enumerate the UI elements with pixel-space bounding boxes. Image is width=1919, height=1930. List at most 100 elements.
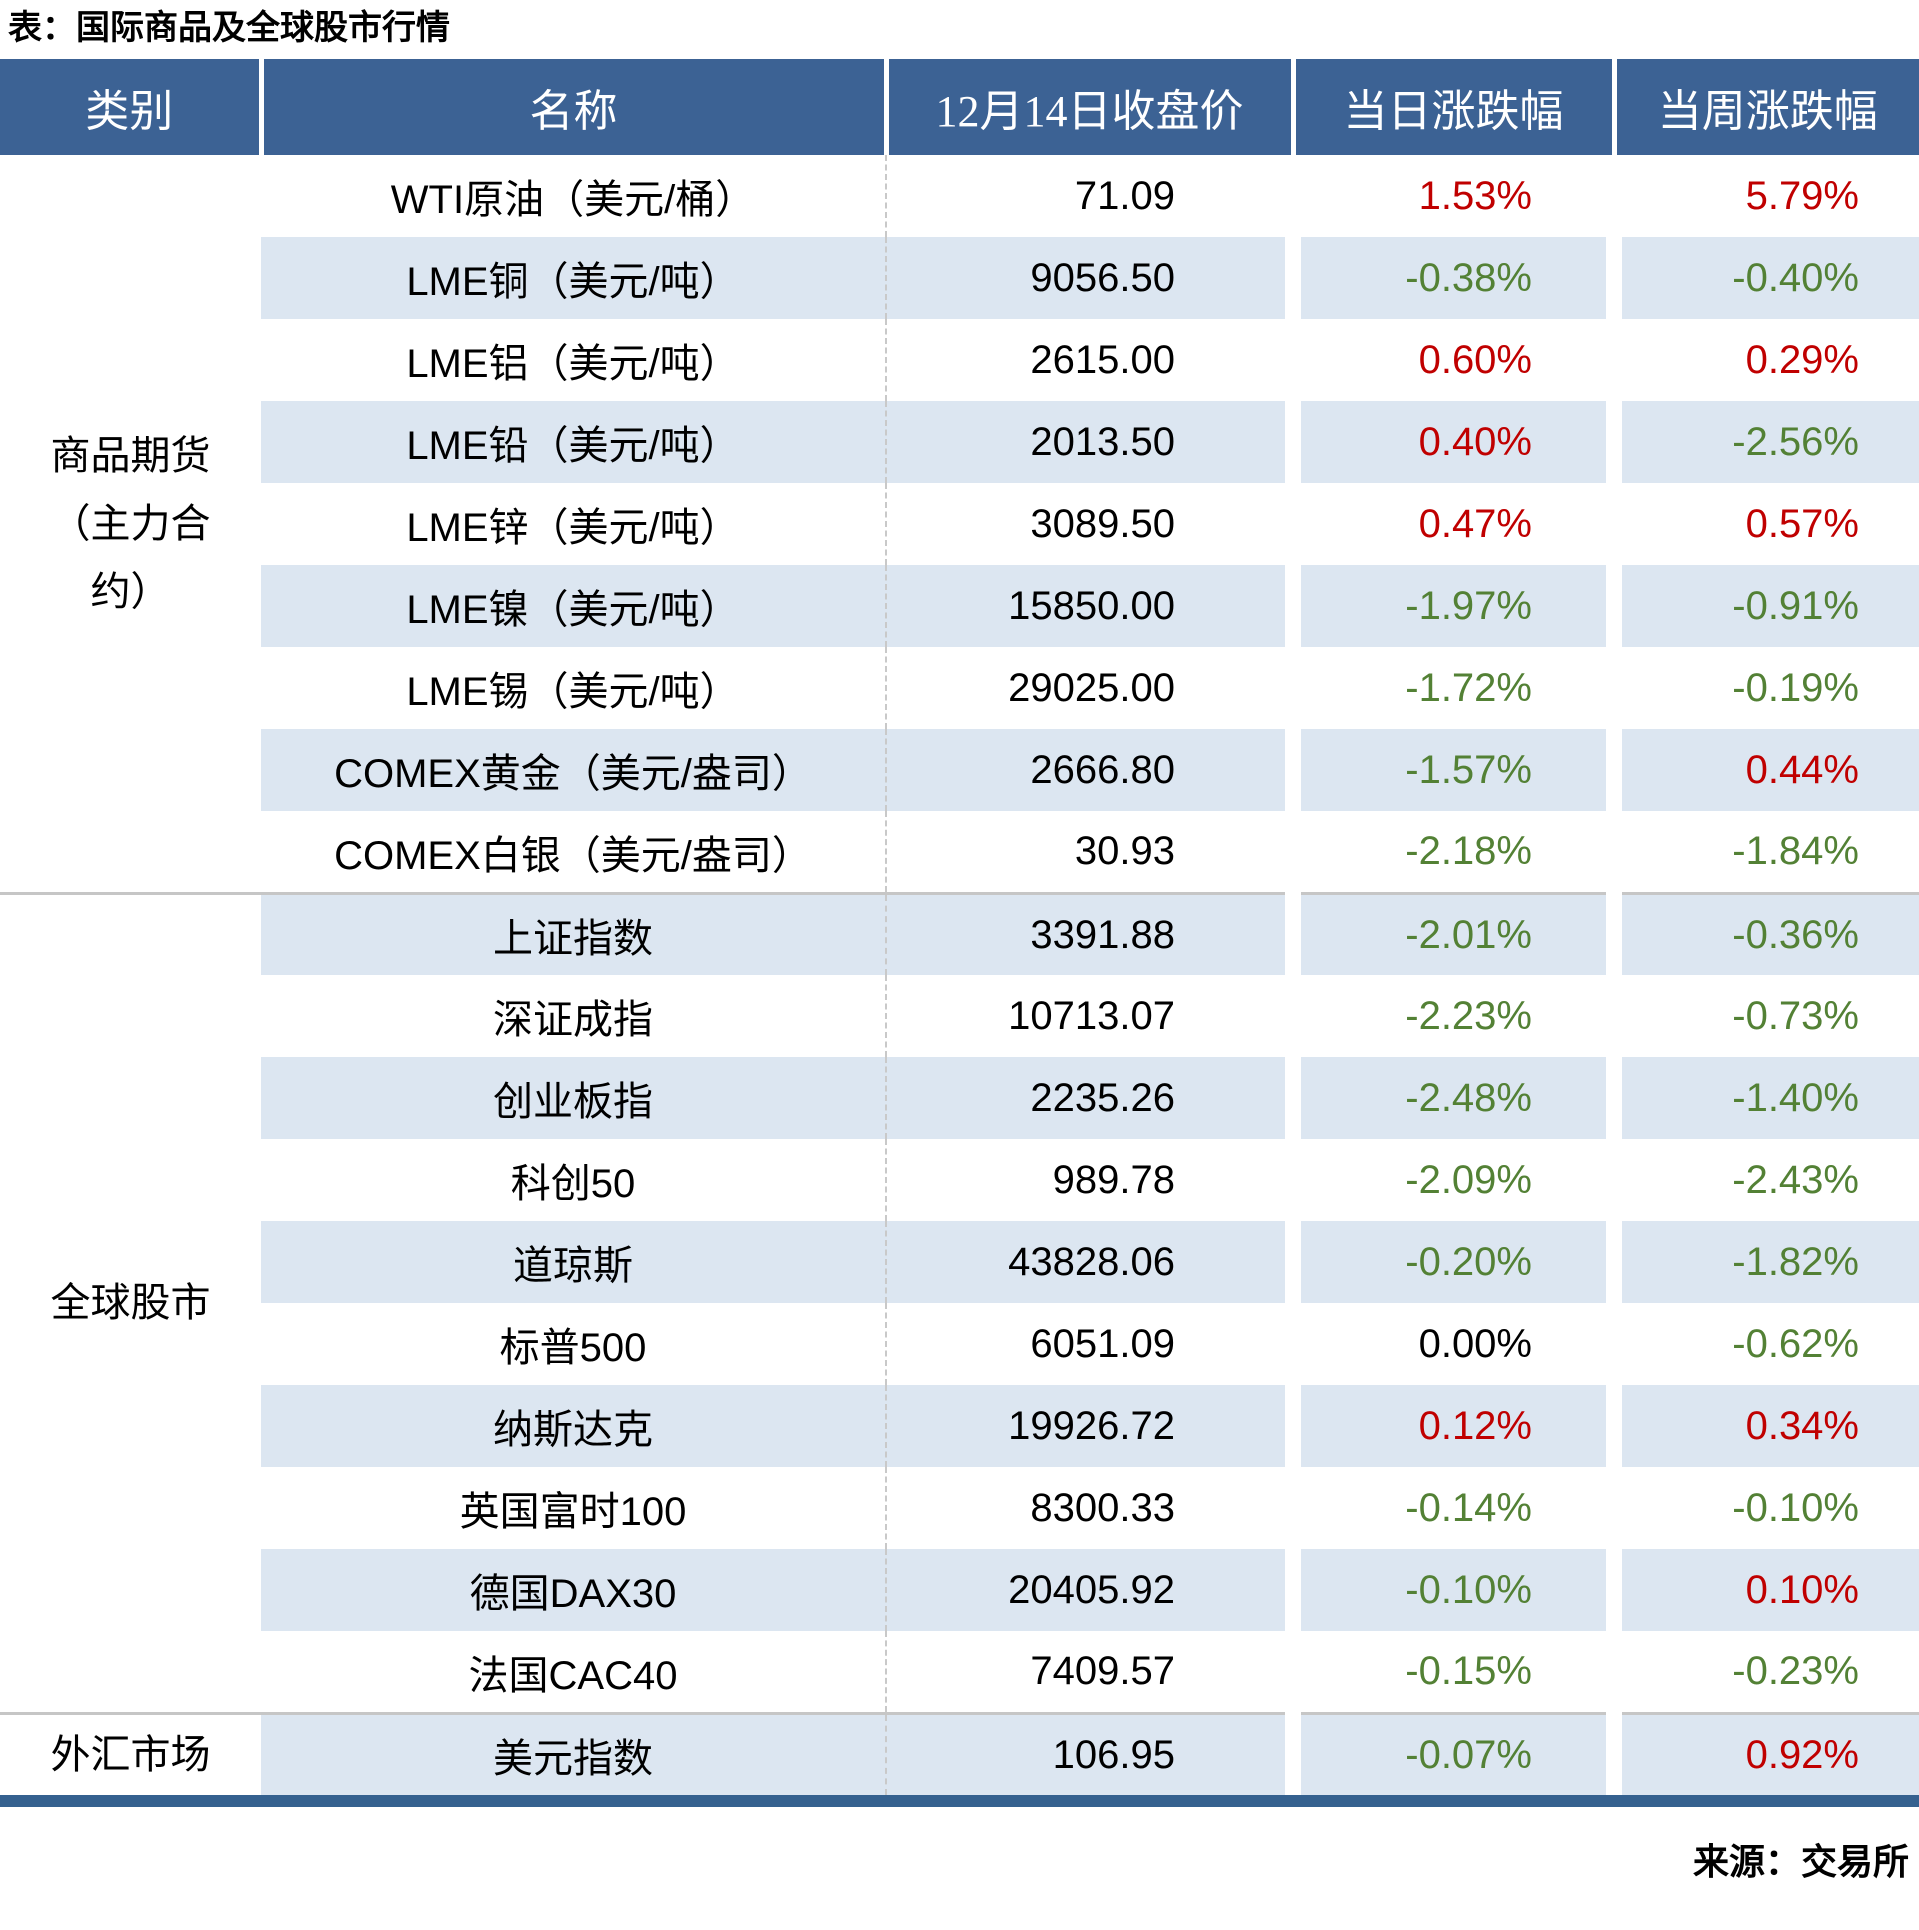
week-change-cell: 5.79%	[1606, 155, 1919, 238]
day-change-cell: 0.00%	[1285, 1303, 1614, 1386]
table-row: LME锡（美元/吨） 29025.00 -1.72% -0.19%	[0, 647, 1919, 730]
table-row: 道琼斯 43828.06 -0.20% -1.82%	[0, 1221, 1919, 1304]
day-change-cell: -0.15%	[1285, 1631, 1614, 1714]
name-cell: 道琼斯	[261, 1221, 886, 1304]
page-title: 表：国际商品及全球股市行情	[8, 9, 450, 47]
table-row: 标普500 6051.09 0.00% -0.62%	[0, 1303, 1919, 1386]
col-header-close: 12月14日收盘价	[883, 59, 1293, 156]
table-row: LME铅（美元/吨） 2013.50 0.40% -2.56%	[0, 401, 1919, 484]
day-change-cell: -0.38%	[1285, 237, 1614, 320]
week-change-cell: -0.73%	[1606, 975, 1919, 1058]
week-change-cell: -0.40%	[1606, 237, 1919, 320]
table-row: LME锌（美元/吨） 3089.50 0.47% 0.57%	[0, 483, 1919, 566]
name-cell: 纳斯达克	[261, 1385, 886, 1468]
week-change-cell: 0.44%	[1606, 729, 1919, 812]
name-cell: LME铅（美元/吨）	[261, 401, 886, 484]
day-change-cell: -2.23%	[1285, 975, 1614, 1058]
table-body: 商品期货（主力合约） WTI原油（美元/桶） 71.09 1.53% 5.79% LME铜…	[0, 155, 1919, 1796]
week-change-cell: -2.56%	[1606, 401, 1919, 484]
table-row: LME镍（美元/吨） 15850.00 -1.97% -0.91%	[0, 565, 1919, 648]
table-row: 外汇市场 美元指数 106.95 -0.07% 0.92%	[0, 1711, 1919, 1796]
day-change-cell: -0.10%	[1285, 1549, 1614, 1632]
day-change-cell: 1.53%	[1285, 155, 1614, 238]
name-cell: 深证成指	[261, 975, 886, 1058]
close-price-cell: 2666.80	[885, 729, 1293, 812]
day-change-cell: 0.60%	[1285, 319, 1614, 402]
table-row: 德国DAX30 20405.92 -0.10% 0.10%	[0, 1549, 1919, 1632]
week-change-cell: 0.92%	[1606, 1711, 1919, 1796]
week-change-cell: -0.62%	[1606, 1303, 1919, 1386]
day-change-cell: -1.57%	[1285, 729, 1614, 812]
table-row: LME铜（美元/吨） 9056.50 -0.38% -0.40%	[0, 237, 1919, 320]
col-header-category: 类别	[0, 59, 261, 156]
category-cell: 外汇市场	[0, 1711, 261, 1796]
day-change-cell: -2.48%	[1285, 1057, 1614, 1140]
week-change-cell: 0.29%	[1606, 319, 1919, 402]
week-change-cell: 0.57%	[1606, 483, 1919, 566]
name-cell: LME铜（美元/吨）	[261, 237, 886, 320]
name-cell: 上证指数	[261, 891, 886, 976]
quotes-table: 类别 名称 12月14日收盘价 当日涨跌幅 当周涨跌幅 商品期货（主力合约） WT…	[0, 59, 1919, 1796]
table-row: 深证成指 10713.07 -2.23% -0.73%	[0, 975, 1919, 1058]
name-cell: LME镍（美元/吨）	[261, 565, 886, 648]
day-change-cell: -2.01%	[1285, 891, 1614, 976]
close-price-cell: 10713.07	[885, 975, 1293, 1058]
name-cell: 标普500	[261, 1303, 886, 1386]
table-row: 全球股市 上证指数 3391.88 -2.01% -0.36%	[0, 891, 1919, 1714]
close-price-cell: 989.78	[885, 1139, 1293, 1222]
col-header-name: 名称	[258, 59, 886, 156]
table-row: COMEX白银（美元/盎司） 30.93 -2.18% -1.84%	[0, 811, 1919, 894]
day-change-cell: -0.14%	[1285, 1467, 1614, 1550]
table-row: 英国富时100 8300.33 -0.14% -0.10%	[0, 1467, 1919, 1550]
day-change-cell: -0.07%	[1285, 1711, 1614, 1796]
day-change-cell: -1.72%	[1285, 647, 1614, 730]
week-change-cell: -0.36%	[1606, 891, 1919, 976]
week-change-cell: -1.82%	[1606, 1221, 1919, 1304]
day-change-cell: -1.97%	[1285, 565, 1614, 648]
close-price-cell: 3089.50	[885, 483, 1293, 566]
week-change-cell: 0.10%	[1606, 1549, 1919, 1632]
table-row: LME铝（美元/吨） 2615.00 0.60% 0.29%	[0, 319, 1919, 402]
table-row: 纳斯达克 19926.72 0.12% 0.34%	[0, 1385, 1919, 1468]
name-cell: COMEX白银（美元/盎司）	[261, 811, 886, 894]
week-change-cell: -0.91%	[1606, 565, 1919, 648]
table-row: COMEX黄金（美元/盎司） 2666.80 -1.57% 0.44%	[0, 729, 1919, 812]
header-row: 类别 名称 12月14日收盘价 当日涨跌幅 当周涨跌幅	[0, 59, 1919, 156]
day-change-cell: -2.18%	[1285, 811, 1614, 894]
close-price-cell: 8300.33	[885, 1467, 1293, 1550]
name-cell: 德国DAX30	[261, 1549, 886, 1632]
table-row: 商品期货（主力合约） WTI原油（美元/桶） 71.09 1.53% 5.79%	[0, 155, 1919, 894]
table-row: 法国CAC40 7409.57 -0.15% -0.23%	[0, 1631, 1919, 1714]
week-change-cell: -0.23%	[1606, 1631, 1919, 1714]
name-cell: 英国富时100	[261, 1467, 886, 1550]
day-change-cell: 0.47%	[1285, 483, 1614, 566]
table-row: 科创50 989.78 -2.09% -2.43%	[0, 1139, 1919, 1222]
week-change-cell: -1.40%	[1606, 1057, 1919, 1140]
day-change-cell: -0.20%	[1285, 1221, 1614, 1304]
table-row: 创业板指 2235.26 -2.48% -1.40%	[0, 1057, 1919, 1140]
day-change-cell: 0.40%	[1285, 401, 1614, 484]
source-note: 来源：交易所	[1692, 1841, 1909, 1883]
week-change-cell: -0.10%	[1606, 1467, 1919, 1550]
close-price-cell: 9056.50	[885, 237, 1293, 320]
week-change-cell: -2.43%	[1606, 1139, 1919, 1222]
close-price-cell: 7409.57	[885, 1631, 1293, 1714]
name-cell: 科创50	[261, 1139, 886, 1222]
name-cell: LME锌（美元/吨）	[261, 483, 886, 566]
col-header-day-change: 当日涨跌幅	[1290, 59, 1614, 156]
close-price-cell: 2013.50	[885, 401, 1293, 484]
week-change-cell: -1.84%	[1606, 811, 1919, 894]
close-price-cell: 30.93	[885, 811, 1293, 894]
close-price-cell: 29025.00	[885, 647, 1293, 730]
close-price-cell: 71.09	[885, 155, 1293, 238]
name-cell: 创业板指	[261, 1057, 886, 1140]
close-price-cell: 43828.06	[885, 1221, 1293, 1304]
day-change-cell: -2.09%	[1285, 1139, 1614, 1222]
close-price-cell: 2235.26	[885, 1057, 1293, 1140]
close-price-cell: 106.95	[885, 1711, 1293, 1796]
col-header-week-change: 当周涨跌幅	[1611, 59, 1919, 156]
day-change-cell: 0.12%	[1285, 1385, 1614, 1468]
close-price-cell: 2615.00	[885, 319, 1293, 402]
week-change-cell: -0.19%	[1606, 647, 1919, 730]
close-price-cell: 15850.00	[885, 565, 1293, 648]
